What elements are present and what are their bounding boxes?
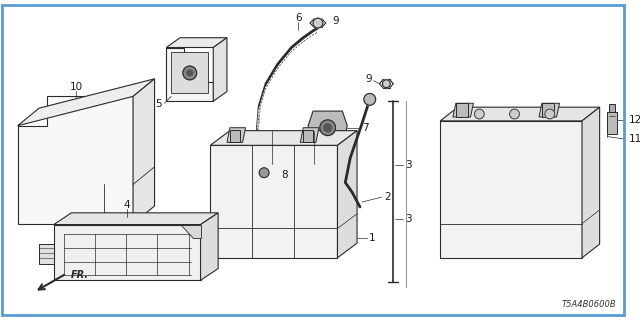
Polygon shape (453, 103, 474, 117)
Polygon shape (213, 38, 227, 101)
Text: 3: 3 (405, 214, 412, 224)
Circle shape (187, 70, 193, 76)
Bar (607, 112, 617, 133)
Text: 11: 11 (629, 134, 640, 144)
Circle shape (474, 109, 484, 119)
Circle shape (545, 109, 555, 119)
Text: 7: 7 (362, 123, 369, 133)
Polygon shape (18, 79, 154, 126)
Text: 5: 5 (155, 99, 161, 109)
Text: 9: 9 (365, 74, 372, 84)
Polygon shape (440, 121, 582, 258)
Polygon shape (200, 213, 218, 280)
Bar (171, 52, 209, 93)
Text: T5A4B0600B: T5A4B0600B (562, 300, 616, 309)
Polygon shape (337, 131, 357, 258)
Circle shape (183, 66, 196, 80)
Text: 12: 12 (629, 115, 640, 125)
Polygon shape (230, 130, 239, 142)
Polygon shape (300, 128, 319, 142)
Polygon shape (539, 103, 559, 117)
Polygon shape (303, 130, 313, 142)
Polygon shape (211, 131, 357, 145)
Polygon shape (227, 128, 246, 142)
Polygon shape (18, 96, 133, 224)
Polygon shape (54, 225, 200, 280)
Circle shape (509, 109, 520, 119)
Polygon shape (166, 38, 227, 47)
Text: 8: 8 (282, 170, 289, 180)
Polygon shape (166, 47, 213, 101)
Circle shape (324, 124, 332, 132)
Text: 10: 10 (70, 82, 83, 92)
Text: 4: 4 (124, 200, 131, 210)
Text: 2: 2 (385, 192, 391, 202)
Polygon shape (582, 107, 600, 258)
Text: 3: 3 (405, 160, 412, 170)
Polygon shape (133, 79, 154, 224)
Polygon shape (440, 107, 600, 121)
Polygon shape (54, 213, 218, 225)
Bar (609, 104, 615, 112)
Polygon shape (308, 111, 348, 145)
Text: 6: 6 (295, 13, 301, 23)
Text: 1: 1 (369, 233, 376, 243)
Circle shape (383, 80, 390, 88)
Circle shape (259, 168, 269, 178)
Polygon shape (248, 169, 257, 177)
Text: 9: 9 (333, 16, 339, 26)
Text: FR.: FR. (70, 270, 88, 280)
Circle shape (313, 18, 323, 28)
Polygon shape (211, 145, 337, 258)
Polygon shape (542, 103, 554, 117)
Circle shape (320, 120, 335, 136)
Polygon shape (456, 103, 468, 117)
Polygon shape (39, 244, 54, 264)
Circle shape (364, 93, 376, 105)
Polygon shape (181, 225, 200, 238)
